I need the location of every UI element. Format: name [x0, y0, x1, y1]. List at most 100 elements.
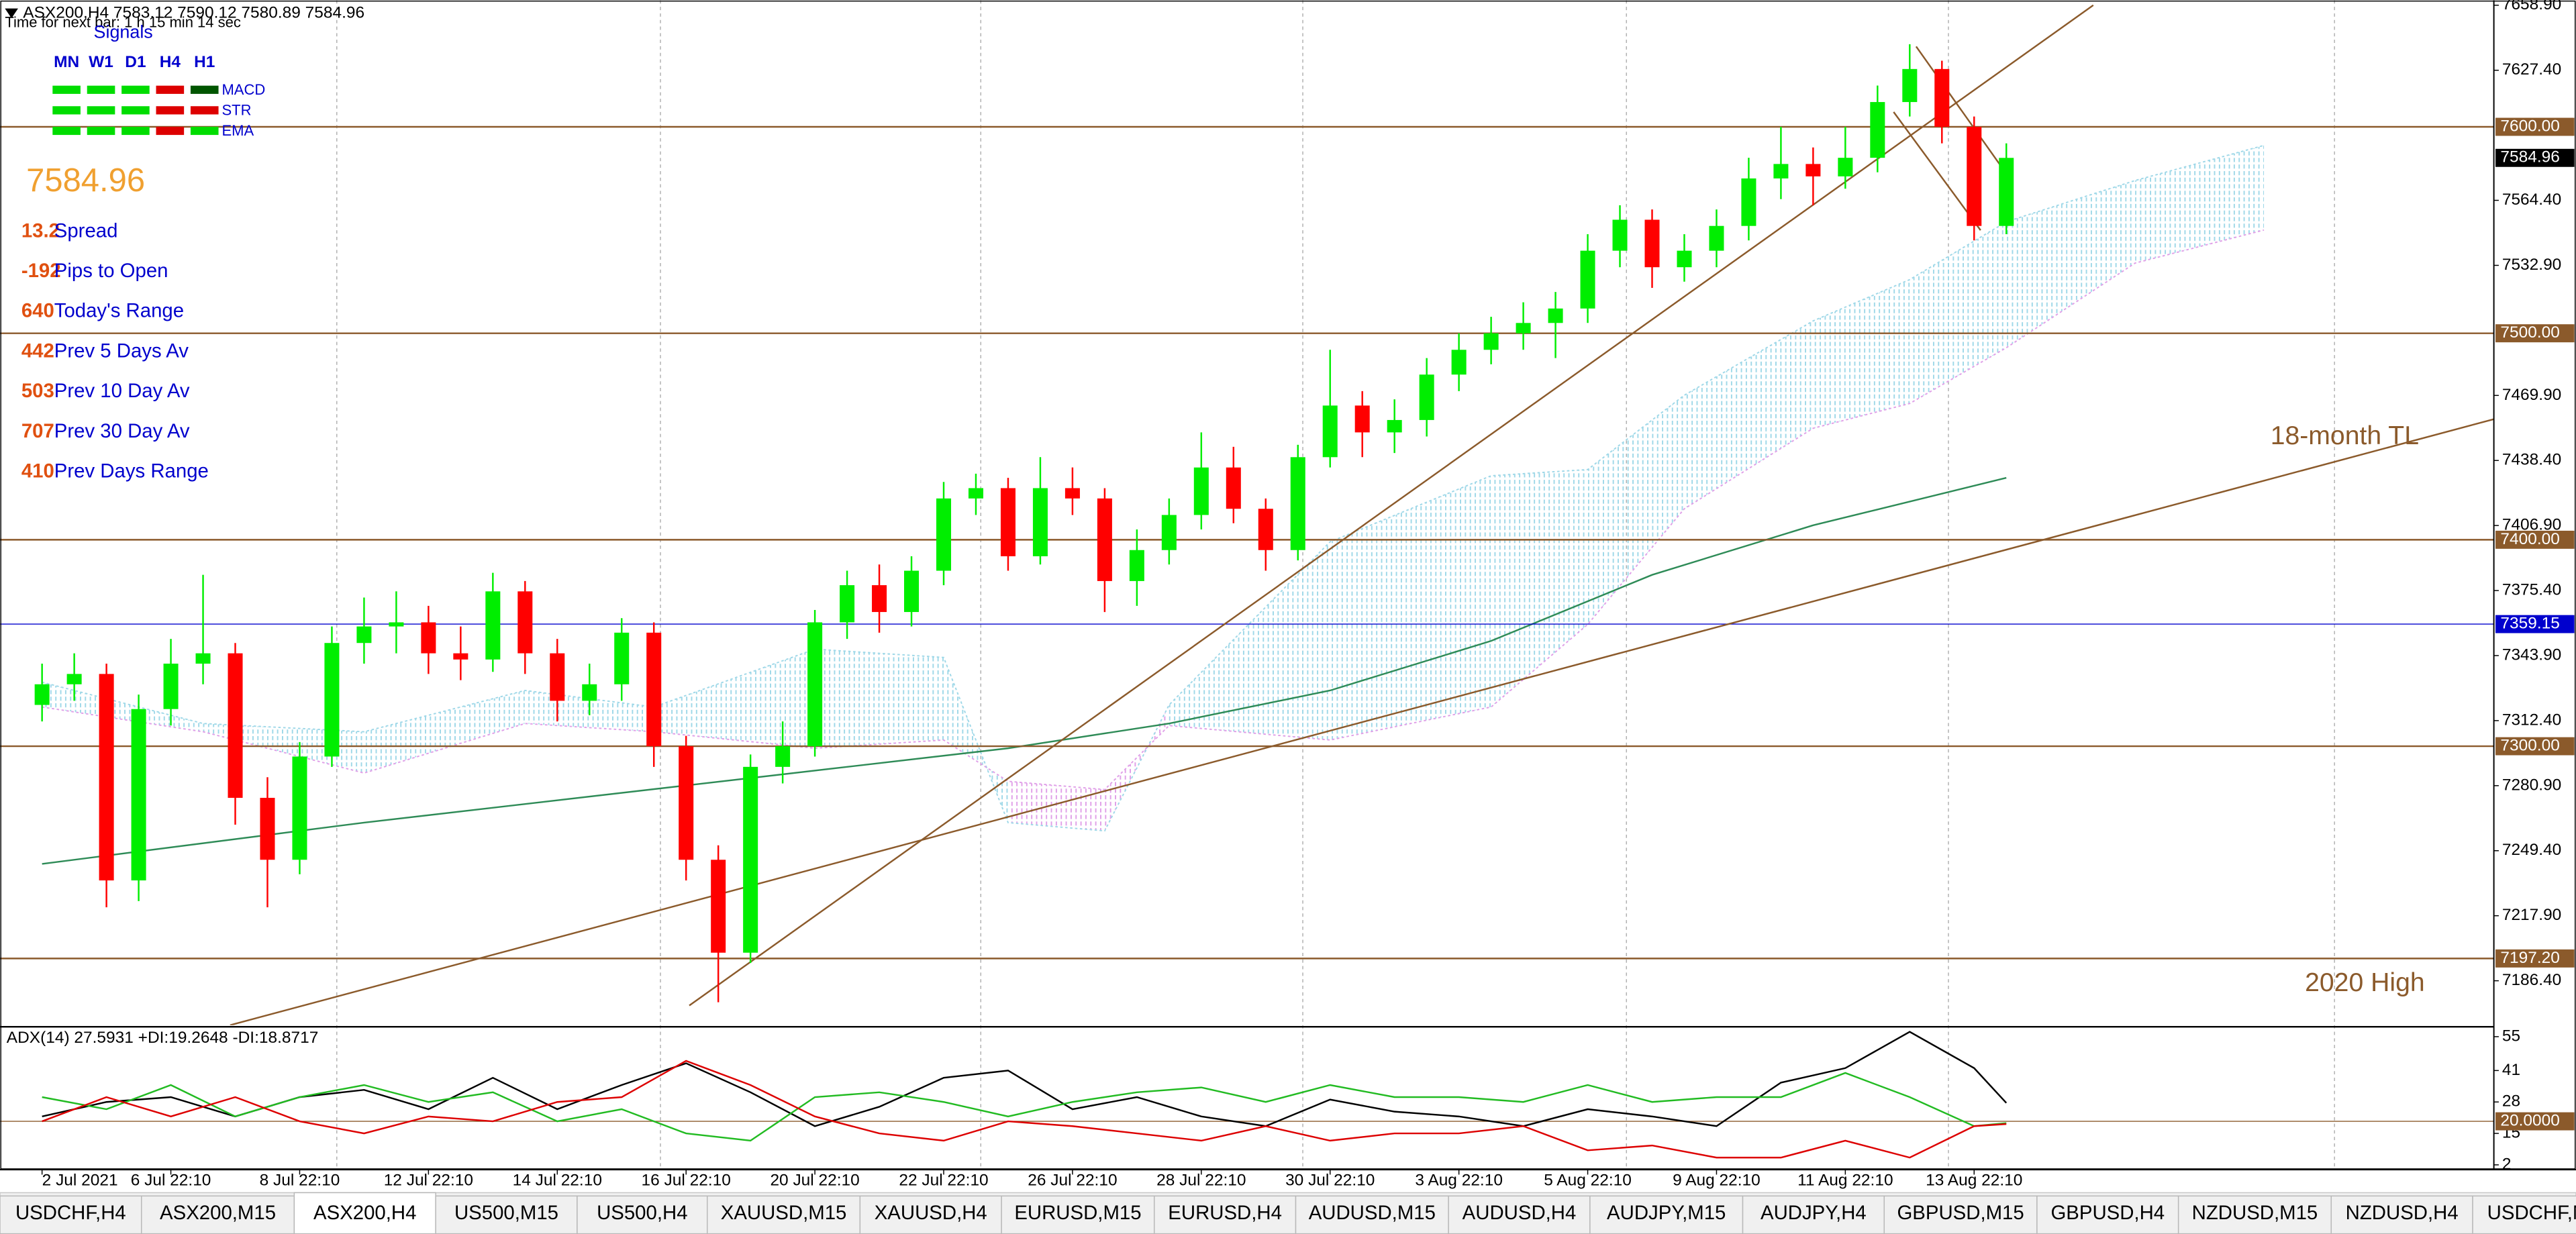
- candle-body: [1709, 225, 1724, 251]
- candle-body: [872, 585, 887, 613]
- level-label: 7359.15: [2500, 615, 2559, 633]
- candle-body: [550, 653, 565, 701]
- collapse-arrow[interactable]: [5, 8, 18, 19]
- signal-column: H1: [194, 53, 215, 71]
- cloud-fill: [654, 649, 815, 749]
- tab-label[interactable]: NZDUSD,H4: [2346, 1202, 2459, 1224]
- tab-background[interactable]: [1154, 1195, 1297, 1234]
- tab[interactable]: GBPUSD,H4: [2036, 1195, 2179, 1234]
- tab-label[interactable]: ASX200,H4: [313, 1202, 416, 1224]
- tab-background[interactable]: [435, 1195, 578, 1234]
- tab-background[interactable]: [577, 1195, 708, 1234]
- level-label-box: [2495, 117, 2575, 136]
- candle-body: [1032, 488, 1048, 556]
- tab-label[interactable]: EURUSD,M15: [1014, 1202, 1141, 1224]
- candle-body: [1451, 350, 1467, 375]
- info-label: Prev 10 Day Av: [54, 380, 190, 402]
- tab-label[interactable]: US500,M15: [454, 1202, 558, 1224]
- x-tick-label: 8 Jul 22:10: [260, 1172, 340, 1190]
- tab[interactable]: NZDUSD,M15: [2177, 1195, 2332, 1234]
- adx-title: ADX(14) 27.5931 +DI:19.2648 -DI:18.8717: [7, 1029, 319, 1047]
- tab-label[interactable]: GBPUSD,M15: [1897, 1202, 2024, 1224]
- cloud-fill: [1587, 395, 1685, 625]
- tab[interactable]: USDCHF,H4: [0, 1195, 142, 1234]
- candle-body: [453, 653, 468, 660]
- tab-background[interactable]: [1742, 1195, 1885, 1234]
- cloud-span-b: [42, 229, 2265, 790]
- candle-body: [1870, 102, 1885, 158]
- tab-background[interactable]: [0, 1195, 142, 1234]
- info-value: 442: [21, 340, 54, 362]
- tab-background[interactable]: [1001, 1195, 1155, 1234]
- tab[interactable]: US500,M15: [435, 1195, 578, 1234]
- signal-cell: [52, 126, 81, 136]
- tab-label[interactable]: US500,H4: [597, 1202, 687, 1224]
- candle-body: [1516, 323, 1531, 333]
- tab-background[interactable]: [1589, 1195, 1744, 1234]
- tab-label[interactable]: XAUUSD,H4: [875, 1202, 987, 1224]
- candle-body: [1580, 250, 1595, 309]
- tab-label[interactable]: USDCHF,H4: [15, 1202, 126, 1224]
- tab[interactable]: GBPUSD,M15: [1883, 1195, 2038, 1234]
- bar-timer: Time for next bar: 1 h 15 min 14 sec: [5, 13, 241, 30]
- candle-body: [131, 709, 146, 881]
- signal-cell: [121, 106, 150, 115]
- moving-average: [42, 476, 2007, 865]
- candle-body: [1548, 308, 1563, 323]
- tab-label[interactable]: USDCHF,M15: [2487, 1202, 2576, 1224]
- tab-label[interactable]: NZDUSD,M15: [2192, 1202, 2318, 1224]
- chart-header: ASX200,H4 7583.12 7590.12 7580.89 7584.9…: [23, 3, 364, 21]
- tab-background[interactable]: [1448, 1195, 1591, 1234]
- info-value: 640: [21, 300, 54, 322]
- info-label: Pips to Open: [54, 260, 168, 282]
- candle-body: [1000, 488, 1015, 556]
- y-tick-label: 7186.40: [2502, 971, 2561, 989]
- tab-background[interactable]: [859, 1195, 1002, 1234]
- current-price: 7584.96: [26, 162, 145, 199]
- tab[interactable]: EURUSD,M15: [1001, 1195, 1155, 1234]
- y-tick-label: 7658.90: [2502, 0, 2561, 13]
- tab[interactable]: AUDJPY,M15: [1589, 1195, 1744, 1234]
- tab-label[interactable]: GBPUSD,H4: [2050, 1202, 2165, 1224]
- tab-label[interactable]: AUDUSD,M15: [1309, 1202, 1436, 1224]
- tab-label[interactable]: ASX200,M15: [160, 1202, 276, 1224]
- tab[interactable]: EURUSD,H4: [1154, 1195, 1297, 1234]
- price-label-box: [2495, 148, 2575, 167]
- tab[interactable]: USDCHF,M15: [2472, 1195, 2576, 1234]
- x-tick-label: 14 Jul 22:10: [513, 1172, 602, 1190]
- tab[interactable]: XAUUSD,H4: [859, 1195, 1002, 1234]
- cloud-fill: [2006, 180, 2136, 348]
- tab-background[interactable]: [2177, 1195, 2332, 1234]
- tab[interactable]: ASX200,H4: [293, 1192, 436, 1234]
- x-tick-label: 26 Jul 22:10: [1028, 1172, 1117, 1190]
- tab[interactable]: XAUUSD,M15: [707, 1195, 861, 1234]
- x-tick-label: 13 Aug 22:10: [1926, 1172, 2022, 1190]
- tab[interactable]: ASX200,M15: [141, 1195, 295, 1234]
- tab-label[interactable]: EURUSD,H4: [1168, 1202, 1282, 1224]
- tab-background[interactable]: [2036, 1195, 2179, 1234]
- x-tick-label: 20 Jul 22:10: [770, 1172, 859, 1190]
- tab[interactable]: NZDUSD,H4: [2330, 1195, 2473, 1234]
- tab[interactable]: US500,H4: [577, 1195, 708, 1234]
- signal-cell: [156, 85, 185, 94]
- tab-background[interactable]: [293, 1192, 436, 1234]
- candle-body: [1161, 515, 1177, 550]
- tab-label[interactable]: XAUUSD,M15: [721, 1202, 847, 1224]
- signal-cell: [52, 85, 81, 94]
- tab[interactable]: AUDUSD,M15: [1295, 1195, 1449, 1234]
- tab-background[interactable]: [1295, 1195, 1449, 1234]
- tab-label[interactable]: AUDJPY,H4: [1761, 1202, 1867, 1224]
- candle-body: [1838, 158, 1853, 176]
- tab-label[interactable]: AUDUSD,H4: [1463, 1202, 1577, 1224]
- level-label: 7600.00: [2500, 117, 2559, 135]
- price-plot: [0, 4, 2494, 1025]
- y-tick-label: 7217.90: [2502, 906, 2561, 924]
- tab[interactable]: AUDUSD,H4: [1448, 1195, 1591, 1234]
- tab-label[interactable]: AUDJPY,M15: [1607, 1202, 1726, 1224]
- tab[interactable]: AUDJPY,H4: [1742, 1195, 1885, 1234]
- adx-line: [42, 1072, 2007, 1142]
- tab-background[interactable]: [141, 1195, 295, 1234]
- candle-body: [1226, 467, 1241, 509]
- candle-body: [99, 674, 114, 881]
